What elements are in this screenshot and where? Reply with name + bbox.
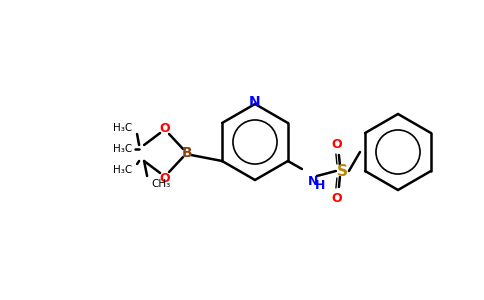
Text: O: O: [160, 172, 170, 184]
Text: N: N: [249, 95, 261, 109]
Text: H₃C: H₃C: [113, 165, 132, 175]
Text: O: O: [160, 122, 170, 134]
Text: H₃C: H₃C: [113, 144, 132, 154]
Text: O: O: [332, 191, 342, 205]
Text: O: O: [332, 137, 342, 151]
Text: H: H: [315, 179, 325, 192]
Text: S: S: [336, 164, 348, 178]
Text: H₃C: H₃C: [113, 123, 132, 133]
Text: CH₃: CH₃: [151, 179, 170, 189]
Text: B: B: [182, 146, 193, 160]
Text: N: N: [308, 175, 318, 188]
